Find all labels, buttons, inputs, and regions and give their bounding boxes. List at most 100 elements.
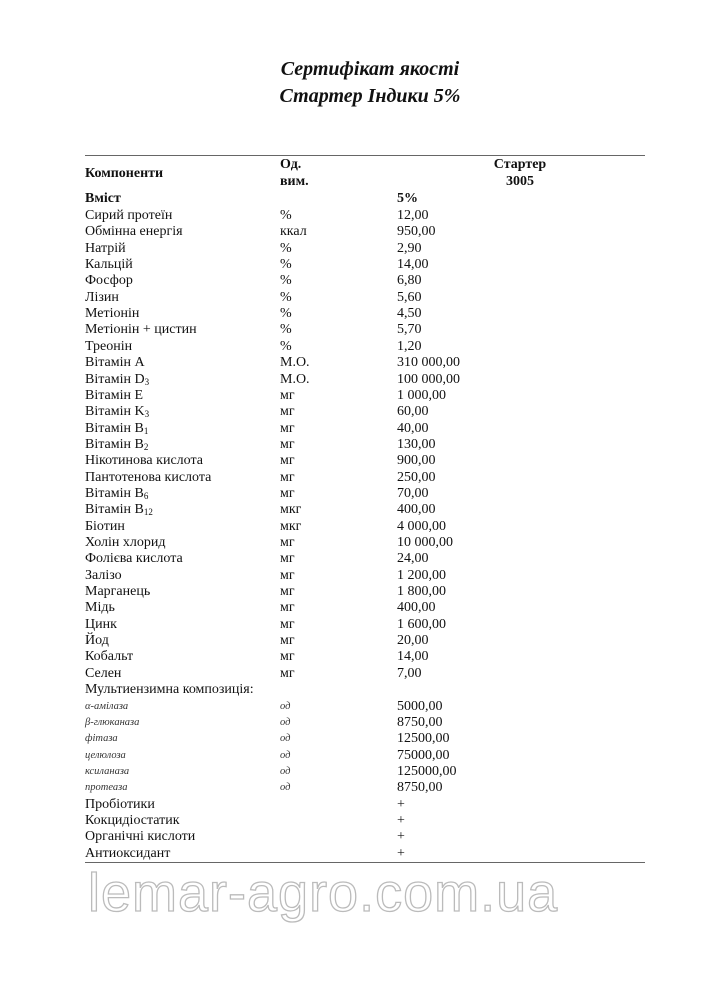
row-value: + [397,845,405,861]
row-name-subscript: 2 [143,441,149,452]
header-unit-line1: Од. [280,157,302,172]
row-unit: % [280,289,292,305]
row-unit: мг [280,633,295,649]
row-name: Треонін [85,338,133,354]
row-name: Йод [85,633,109,649]
row-unit: М.О. [280,371,310,387]
row-name: Обмінна енергія [85,224,183,240]
row-name: Мідь [85,600,115,616]
row-unit: % [280,306,292,322]
row-name: Лізин [85,289,119,305]
row-name: Метіонін [85,306,140,322]
row-value: 5000,00 [397,698,443,714]
row-unit: мг [280,567,295,583]
row-unit: мг [280,420,295,436]
row-unit: од [280,733,291,745]
table-bottom-rule [85,862,645,863]
row-unit: мг [280,616,295,632]
row-name: ксиланаза [85,765,130,777]
row-value: 2,90 [397,240,422,256]
row-unit: ккал [280,224,307,240]
row-name: Кокцидіостатик [85,812,180,828]
row-name-subscript: 3 [144,409,150,420]
row-unit: од [280,782,291,794]
row-name: Залізо [85,567,122,583]
row-name-subscript: 3 [144,376,150,387]
row-name: целюлоза [85,749,126,761]
row-unit: од [280,749,291,761]
row-value: 1,20 [397,338,422,354]
row-value: 125000,00 [397,763,457,779]
row-value: 60,00 [397,404,429,420]
row-value: 5,70 [397,322,422,338]
row-name: фітаза [85,733,118,745]
row-name: Кальцій [85,257,133,273]
document-title: Сертифікат якості [280,58,460,80]
row-value: 14,00 [397,649,429,665]
row-unit: % [280,338,292,354]
row-value: 24,00 [397,551,429,567]
row-value: 1 800,00 [397,584,446,600]
row-name-text: Вітамін B [85,502,144,518]
row-unit: мг [280,436,295,452]
row-value: 4,50 [397,306,422,322]
row-name: Марганець [85,584,151,600]
row-name: Вітамін B2 [85,437,148,453]
row-name-subscript: 1 [143,425,149,436]
row-name-text: Вітамін D [85,371,145,387]
row-unit: мг [280,551,295,567]
row-name: Цинк [85,616,117,632]
header-components: Компоненти [85,166,164,181]
row-unit: % [280,273,292,289]
watermark: lemar-agro.com.ua [87,863,559,923]
row-value: 20,00 [397,633,429,649]
row-name: Вітамін А [85,355,145,371]
row-name: Пробіотики [85,796,155,812]
row-value: 900,00 [397,453,436,469]
row-value: + [397,829,405,845]
row-unit: М.О. [280,355,310,371]
row-unit: % [280,240,292,256]
row-name: Натрій [85,240,126,256]
row-value: 10 000,00 [397,535,453,550]
row-name: β-глюканаза [85,716,140,728]
row-unit: мг [280,469,295,485]
row-name: Вітамін D3 [85,372,149,388]
row-value: 1 200,00 [397,567,446,583]
row-unit: од [280,700,291,712]
row-value: 7,00 [397,665,422,681]
row-name: Вітамін B6 [85,486,148,502]
row-value: 14,00 [397,257,429,273]
row-name: Біотин [85,518,125,534]
row-value: 1 600,00 [397,616,446,632]
row-value: + [397,812,405,828]
row-unit: мг [280,453,295,469]
row-value: 8750,00 [397,714,443,730]
row-unit: мг [280,665,295,681]
header-content: Вміст [85,191,121,206]
row-unit: мг [280,649,295,665]
row-value: 8750,00 [397,780,443,796]
row-unit: мг [280,387,295,403]
header-product-line2: 3005 [506,174,534,189]
row-name: Антиоксидант [85,845,171,861]
row-unit: мг [280,485,295,501]
row-name: Мультиензимна композиція: [85,682,254,698]
row-unit: % [280,257,292,273]
row-value: 130,00 [397,436,436,452]
row-unit: % [280,322,292,338]
row-value: 75000,00 [397,747,450,763]
row-name-text: Вітамін B [85,420,144,436]
row-name: Вітамін B1 [85,421,148,437]
row-name: Вітамін Е [85,387,144,403]
header-unit-line2: вим. [280,174,309,189]
row-unit: % [280,208,292,223]
row-name-subscript: 6 [143,490,149,501]
row-unit: мг [280,404,295,420]
row-unit: мкг [280,518,302,534]
row-name: Селен [85,665,122,681]
row-value: 950,00 [397,224,436,240]
row-name: протеаза [85,782,128,794]
row-name: α-амілаза [85,700,129,712]
row-name: Фосфор [85,273,133,289]
